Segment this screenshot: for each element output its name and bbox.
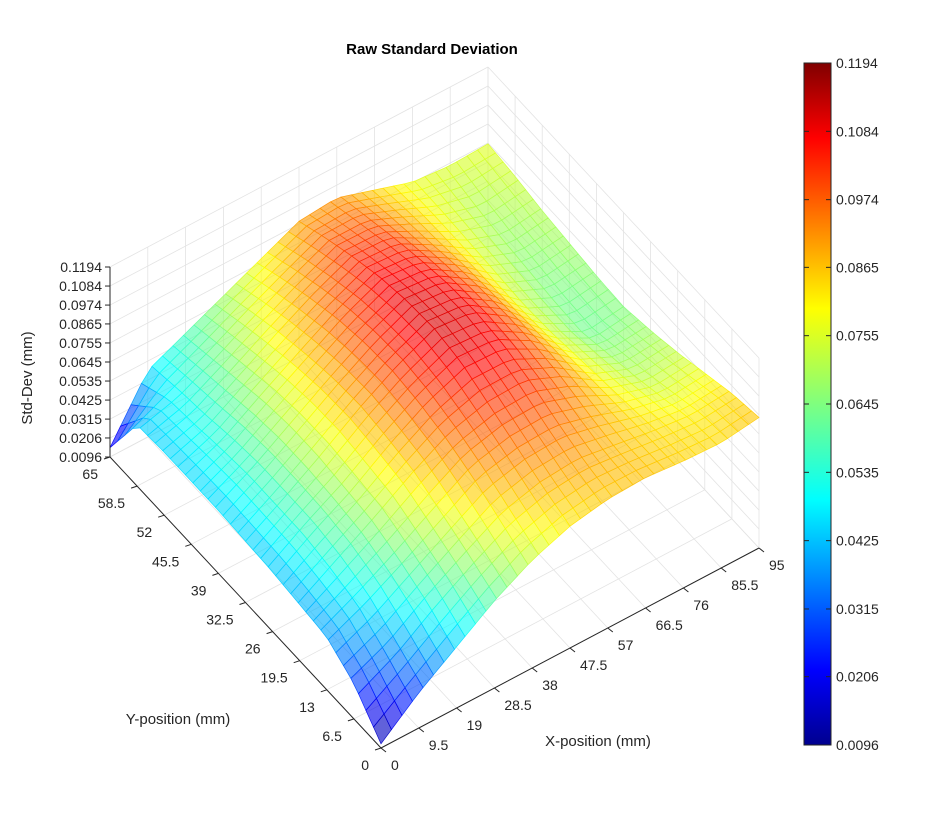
- grid-line: [109, 85, 489, 287]
- y-tick: [374, 747, 382, 751]
- z-tick-label: 0.0535: [59, 373, 102, 389]
- y-tick: [239, 602, 246, 605]
- x-tick-label: 85.5: [731, 577, 758, 593]
- y-tick: [185, 543, 192, 547]
- x-tick-label: 66.5: [656, 617, 683, 633]
- y-tick: [347, 718, 355, 722]
- colorbar-tick-label: 0.1084: [836, 123, 879, 139]
- y-tick: [158, 514, 165, 518]
- y-tick: [130, 485, 138, 489]
- grid-line: [487, 123, 760, 416]
- x-tick-label: 76: [693, 597, 709, 613]
- x-tick: [645, 607, 651, 613]
- grid-line: [487, 104, 760, 397]
- x-tick-label: 0: [391, 757, 399, 773]
- y-tick-label: 58.5: [98, 495, 125, 511]
- z-tick-label: 0.0974: [59, 297, 102, 313]
- surface-patch: [373, 713, 392, 745]
- x-tick: [607, 627, 614, 633]
- colorbar-tick-label: 0.0315: [836, 601, 879, 617]
- y-tick-label: 13: [299, 699, 315, 715]
- colorbar-tick-label: 0.0096: [836, 737, 879, 753]
- z-tick-label: 0.0425: [59, 392, 102, 408]
- y-tick-label: 32.5: [206, 612, 233, 628]
- y-tick-labels: 0 6.5 13 19.5 26 32.5 39 45.5 52 58.565: [82, 466, 369, 773]
- z-tick-label: 0.0645: [59, 354, 102, 370]
- colorbar-tick-label: 0.0425: [836, 533, 879, 549]
- y-tick: [320, 689, 327, 693]
- surface-mesh: [109, 143, 760, 745]
- z-tick-label: 0.0206: [59, 430, 102, 446]
- x-tick-label: 57: [618, 637, 634, 653]
- z-tick-label: 0.0096: [59, 449, 102, 465]
- y-tick-label: 26: [245, 641, 261, 657]
- chart-title: Raw Standard Deviation: [346, 41, 518, 58]
- colorbar-tick-label: 0.1194: [836, 55, 878, 71]
- colorbar-tick-label: 0.0206: [836, 669, 879, 685]
- y-axis-label: Y-position (mm): [126, 711, 230, 728]
- z-tick-label: 0.1084: [59, 278, 102, 294]
- colorbar-tick-label: 0.0865: [836, 259, 879, 275]
- colorbar-tick-label: 0.0755: [836, 328, 879, 344]
- x-tick: [418, 727, 425, 733]
- x-tick: [683, 587, 689, 593]
- x-tick-label: 47.5: [580, 657, 607, 673]
- x-tick: [456, 707, 462, 713]
- y-tick-label: 45.5: [152, 553, 179, 569]
- colorbar-ticks: 0.0096 0.0206 0.0315 0.0425 0.0535 0.0645 0.07…: [804, 55, 879, 753]
- colorbar-tick-label: 0.0535: [836, 464, 879, 480]
- x-tick: [758, 547, 765, 553]
- y-tick: [266, 631, 273, 635]
- x-tick: [494, 687, 500, 693]
- z-tick-labels: 0.0096 0.0206 0.0315 0.0425 0.0535 0.0645 0.07…: [59, 259, 102, 465]
- y-tick-label: 6.5: [322, 728, 342, 744]
- colorbar-tick-label: 0.0645: [836, 396, 879, 412]
- grid-line: [109, 104, 489, 306]
- x-axis-label: X-position (mm): [545, 733, 651, 750]
- grid-line: [487, 66, 760, 359]
- y-tick-label: 65: [82, 466, 98, 482]
- grid-line: [109, 66, 489, 268]
- y-tick-label: 52: [137, 524, 153, 540]
- z-tick-label: 0.0755: [59, 335, 102, 351]
- x-tick-label: 28.5: [504, 697, 531, 713]
- z-tick-label: 0.0865: [59, 316, 102, 332]
- z-axis-label: Std-Dev (mm): [19, 331, 36, 424]
- x-tick-label: 9.5: [429, 737, 449, 753]
- axes: [103, 266, 765, 753]
- x-tick: [569, 647, 576, 653]
- x-tick: [720, 567, 727, 573]
- x-tick-label: 95: [769, 557, 785, 573]
- colorbar-tick-label: 0.0974: [836, 192, 879, 208]
- z-tick-label: 0.1194: [60, 259, 102, 275]
- y-tick-label: 39: [191, 582, 207, 598]
- y-tick: [212, 572, 219, 576]
- x-tick-label: 38: [542, 677, 558, 693]
- y-tick: [293, 660, 300, 664]
- y-tick-label: 0: [361, 757, 369, 773]
- x-tick: [380, 747, 387, 753]
- x-tick-labels: 0 9.5 19 28.5 38 47.5 57 66.5 76 85.5 95: [391, 557, 785, 773]
- x-tick: [531, 667, 538, 673]
- grid-line: [487, 85, 760, 378]
- x-tick-label: 19: [467, 717, 483, 733]
- y-tick-label: 19.5: [260, 670, 287, 686]
- z-tick-label: 0.0315: [59, 411, 102, 427]
